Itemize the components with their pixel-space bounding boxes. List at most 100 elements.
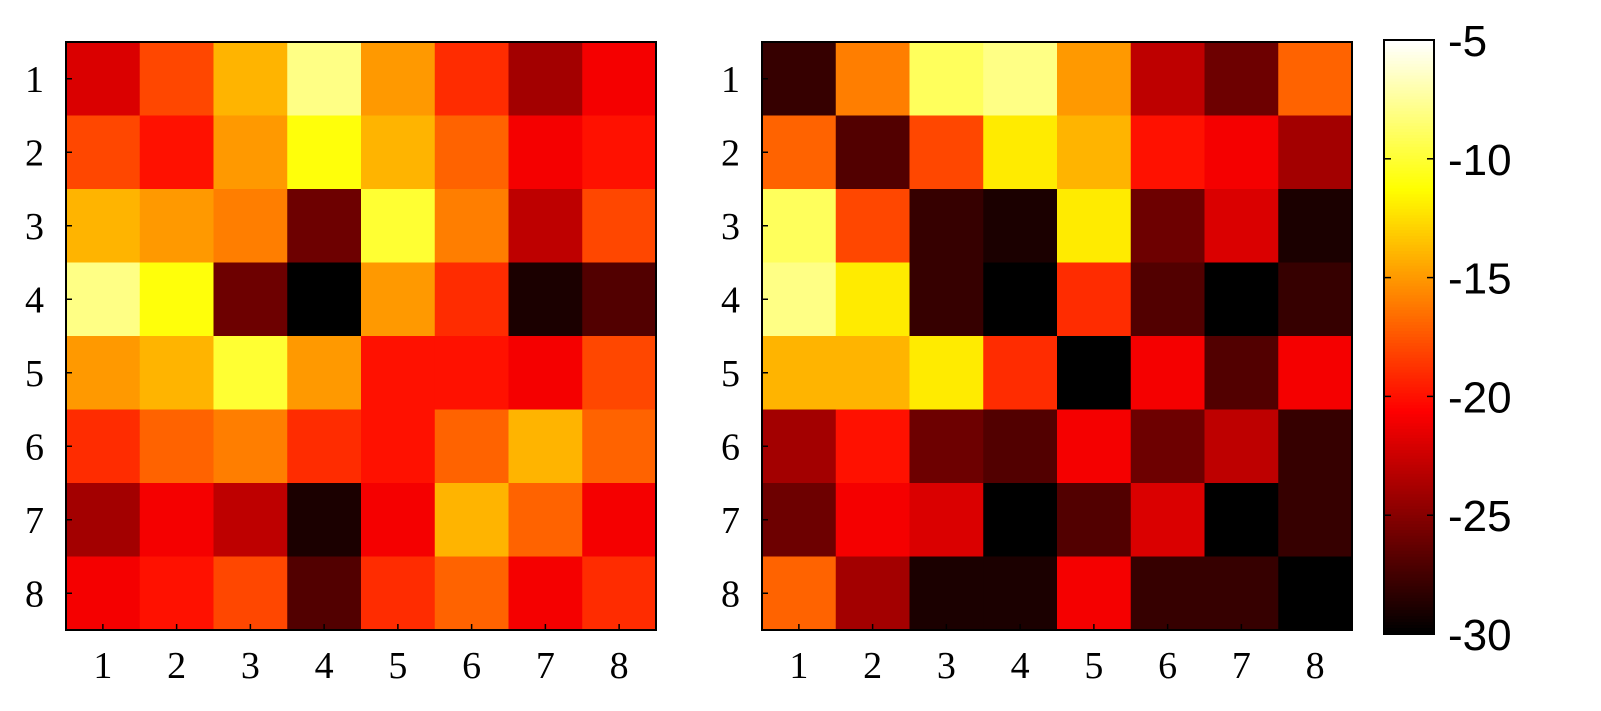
colorbar-gradient-step [1384,503,1434,508]
colorbar-gradient-step [1384,140,1434,145]
colorbar-gradient-step [1384,592,1434,597]
heatmap-cell [434,483,510,558]
colorbar-gradient-step [1384,244,1434,249]
colorbar-gradient-step [1384,449,1434,454]
colorbar-gradient-step [1384,375,1434,380]
heatmap-cell [983,336,1058,411]
colorbar-gradient-step [1384,45,1434,50]
colorbar-gradient-step [1384,372,1434,377]
colorbar-gradient-step [1384,227,1434,231]
heatmap-cell [287,409,362,484]
colorbar-gradient-step [1384,390,1434,395]
colorbar-gradient-step [1384,230,1434,234]
heatmap-cell [508,336,583,411]
colorbar-gradient-step [1384,114,1434,119]
colorbar-gradient-step [1384,440,1434,445]
heatmap-cell [434,336,510,411]
colorbar-gradient-step [1384,580,1434,585]
x-tick-label: 4 [315,645,334,687]
heatmap-cell [909,189,984,264]
colorbar-gradient-step [1384,414,1434,418]
heatmap-cell [361,115,436,190]
colorbar-gradient-step [1384,203,1434,208]
y-tick-label: 1 [721,59,740,101]
colorbar-gradient-step [1384,527,1434,531]
heatmap-cell [1204,42,1279,117]
y-tick-label: 7 [25,500,44,542]
colorbar-tick-label: -25 [1448,492,1512,541]
colorbar-gradient-step [1384,556,1434,561]
colorbar-gradient-step [1384,443,1434,448]
heatmap-cell [287,189,362,264]
heatmap-cell [287,483,362,558]
colorbar-gradient-step [1384,268,1434,273]
x-tick-label: 8 [610,645,629,687]
heatmap-cell [909,115,984,190]
colorbar-gradient-step [1384,161,1434,166]
colorbar-gradient-step [1384,562,1434,567]
heatmap-cell [835,189,911,264]
colorbar-gradient-step [1384,120,1434,124]
heatmap-cell [508,262,583,337]
colorbar-gradient-step [1384,289,1434,294]
colorbar-gradient-step [1384,342,1434,347]
colorbar-tick-label: -30 [1448,611,1512,660]
colorbar-gradient-step [1384,437,1434,442]
colorbar-gradient-step [1384,191,1434,196]
y-tick-label: 5 [721,353,740,395]
heatmap-cell [139,336,215,411]
colorbar-gradient-step [1384,179,1434,184]
heatmap-cell [909,336,984,411]
colorbar-gradient-step [1384,381,1434,386]
colorbar-gradient-step [1384,138,1434,142]
y-tick-label: 3 [721,206,740,248]
x-tick-label: 2 [863,645,882,687]
heatmap-cell [1278,115,1353,190]
colorbar-gradient-step [1384,158,1434,163]
colorbar-gradient-step [1384,363,1434,368]
heatmap-cell [361,262,436,337]
colorbar-gradient-step [1384,105,1434,110]
colorbar-gradient-step [1384,625,1434,629]
heatmap-cell [213,409,288,484]
heatmap-cell [434,262,510,337]
colorbar-gradient-step [1384,221,1434,225]
colorbar-gradient-step [1384,574,1434,579]
colorbar-gradient-step [1384,256,1434,261]
heatmap-cell [835,336,911,411]
heatmap-cell [1278,483,1353,558]
heatmap-cell [434,42,510,117]
y-tick-label: 5 [25,353,44,395]
colorbar-gradient-step [1384,108,1434,113]
colorbar-gradient-step [1384,491,1434,496]
colorbar-gradient-step [1384,432,1434,436]
colorbar-gradient-step [1384,470,1434,475]
heatmap-cell [139,189,215,264]
colorbar-gradient-step [1384,280,1434,285]
heatmap-cell [1057,336,1132,411]
colorbar-gradient-step [1384,541,1434,546]
colorbar-gradient-step [1384,286,1434,291]
colorbar-gradient-step [1384,334,1434,338]
heatmap-cell [213,115,288,190]
heatmap-cell [139,556,215,631]
colorbar-gradient-step [1384,215,1434,219]
colorbar-gradient-step [1384,464,1434,469]
heatmap-cell [983,115,1058,190]
heatmap-cell [66,115,141,190]
colorbar-gradient-step [1384,354,1434,359]
colorbar-gradient-step [1384,328,1434,332]
colorbar-gradient-step [1384,506,1434,511]
colorbar-gradient-step [1384,524,1434,528]
colorbar-gradient-step [1384,63,1434,68]
heatmap-cell [1130,42,1206,117]
colorbar-gradient-step [1384,170,1434,175]
colorbar-gradient-step [1384,316,1434,320]
heatmap-cell [287,556,362,631]
colorbar-gradient-step [1384,271,1434,276]
colorbar-gradient-step [1384,583,1434,588]
colorbar-gradient-step [1384,598,1434,603]
colorbar-gradient-step [1384,319,1434,323]
colorbar-gradient-step [1384,176,1434,181]
colorbar-gradient-step [1384,75,1434,80]
